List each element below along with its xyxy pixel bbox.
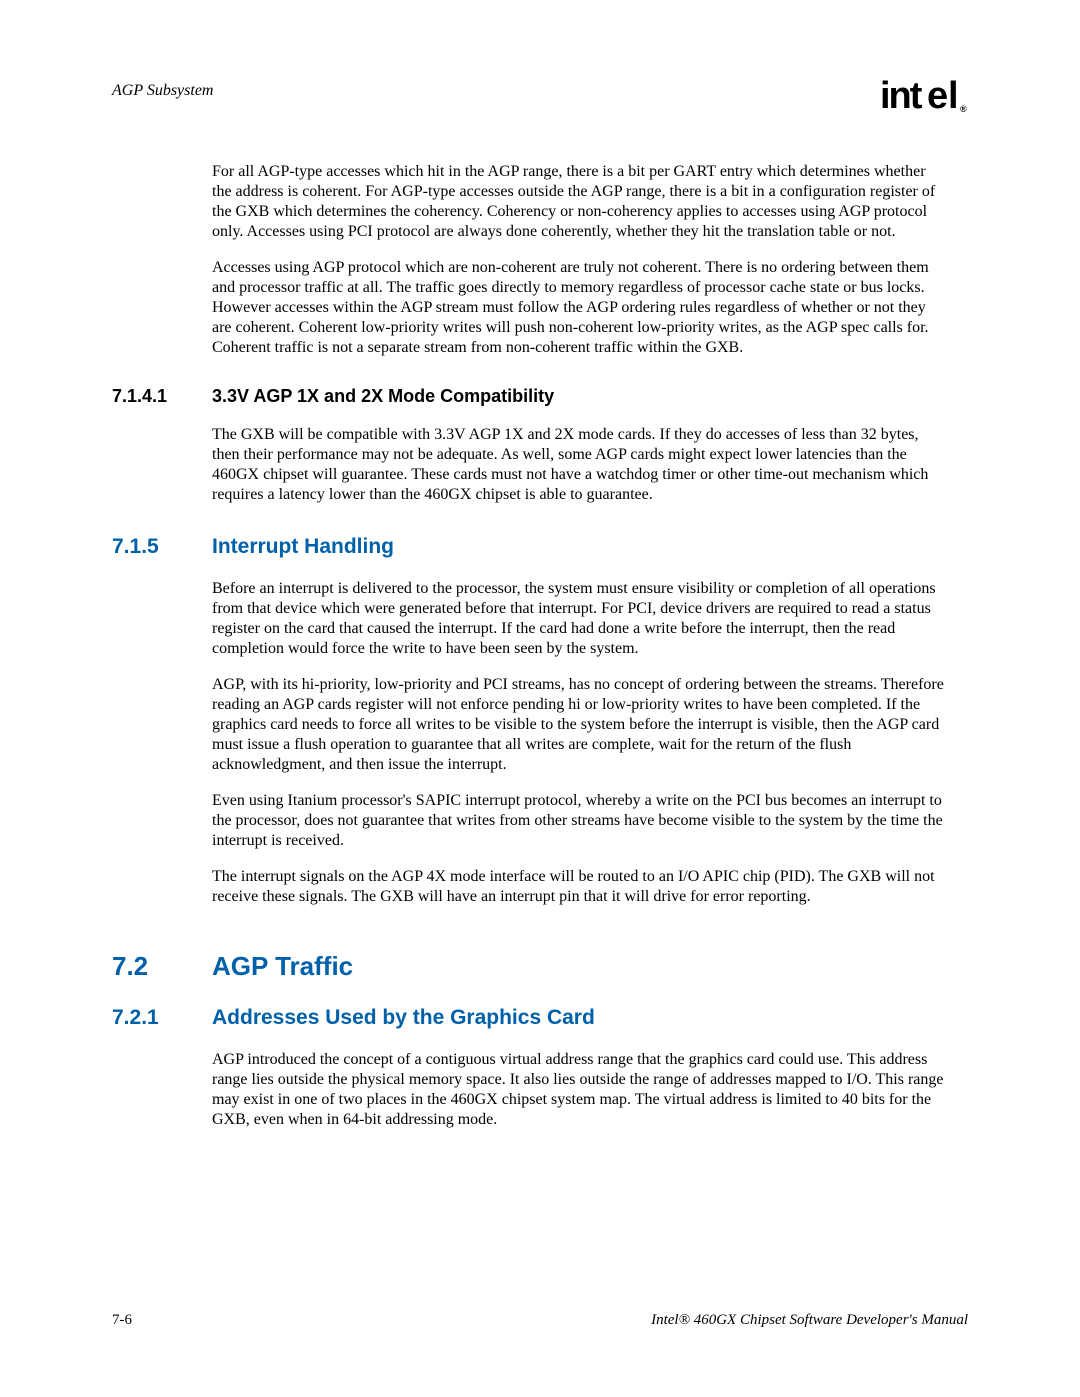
section-7-1-4-1-body: The GXB will be compatible with 3.3V AGP… — [212, 425, 946, 505]
heading-title: 3.3V AGP 1X and 2X Mode Compatibility — [212, 386, 554, 407]
heading-title: AGP Traffic — [212, 951, 353, 982]
running-head: AGP Subsystem — [112, 78, 213, 100]
heading-title: Interrupt Handling — [212, 535, 394, 559]
paragraph: Even using Itanium processor's SAPIC int… — [212, 791, 946, 851]
svg-text:l: l — [948, 78, 957, 117]
page-header: AGP Subsystem int e l ® — [112, 78, 968, 126]
heading-number: 7.2.1 — [112, 1006, 212, 1030]
paragraph: For all AGP-type accesses which hit in t… — [212, 162, 946, 242]
heading-title: Addresses Used by the Graphics Card — [212, 1006, 595, 1030]
paragraph: The interrupt signals on the AGP 4X mode… — [212, 867, 946, 907]
footer-page-number: 7-6 — [112, 1312, 132, 1329]
heading-7-2-1: 7.2.1 Addresses Used by the Graphics Car… — [112, 1006, 968, 1030]
page-footer: 7-6 Intel® 460GX Chipset Software Develo… — [112, 1312, 968, 1329]
footer-manual-title: Intel® 460GX Chipset Software Developer'… — [651, 1312, 968, 1329]
section-7-2-1-body: AGP introduced the concept of a contiguo… — [212, 1050, 946, 1130]
intel-logo: int e l ® — [880, 78, 968, 125]
heading-7-1-4-1: 7.1.4.1 3.3V AGP 1X and 2X Mode Compatib… — [112, 386, 968, 407]
svg-text:e: e — [927, 78, 947, 117]
heading-number: 7.1.5 — [112, 535, 212, 559]
paragraph: AGP introduced the concept of a contiguo… — [212, 1050, 946, 1130]
heading-number: 7.2 — [112, 951, 212, 982]
heading-number: 7.1.4.1 — [112, 386, 212, 407]
intel-logo-svg: int e l ® — [880, 78, 968, 118]
intro-block: For all AGP-type accesses which hit in t… — [212, 162, 946, 358]
paragraph: Accesses using AGP protocol which are no… — [212, 258, 946, 358]
content-area: For all AGP-type accesses which hit in t… — [112, 162, 968, 1130]
svg-text:int: int — [880, 78, 923, 117]
heading-7-2: 7.2 AGP Traffic — [112, 951, 968, 982]
page-content: AGP Subsystem int e l ® For all AGP-type… — [112, 78, 968, 1146]
paragraph: The GXB will be compatible with 3.3V AGP… — [212, 425, 946, 505]
heading-7-1-5: 7.1.5 Interrupt Handling — [112, 535, 968, 559]
svg-text:®: ® — [960, 104, 967, 114]
paragraph: Before an interrupt is delivered to the … — [212, 579, 946, 659]
paragraph: AGP, with its hi-priority, low-priority … — [212, 675, 946, 775]
section-7-1-5-body: Before an interrupt is delivered to the … — [212, 579, 946, 907]
